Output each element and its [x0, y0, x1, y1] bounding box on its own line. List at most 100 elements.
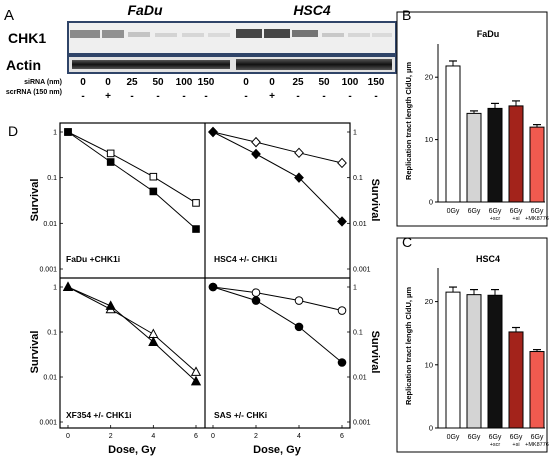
survival-plots: 1 0.1 0.01 0.001 FaDu +CHK1i 1 0.1 0.01 0.001 HSC…	[39, 126, 371, 440]
survival-series-line	[67, 131, 197, 230]
panel-label-c: C	[402, 234, 412, 250]
survival-point	[62, 281, 74, 291]
survival-point	[149, 172, 158, 181]
blot-sirna-label: siRNA (nm)	[24, 79, 62, 86]
survival-ytick-label: 0.001	[353, 267, 371, 274]
survival-ytick-label: 1	[353, 130, 357, 137]
bar-ytick-label: 10	[425, 135, 433, 144]
blot-sirna-value: 0	[243, 77, 249, 88]
blot-sirna-value: 25	[292, 77, 304, 88]
panel-label-b: B	[402, 7, 411, 23]
survival-panel-label: FaDu +CHK1i	[66, 254, 120, 264]
blot-chk1-strip	[67, 21, 397, 55]
blot-scrrna-value: -	[322, 91, 325, 102]
survival-point	[294, 296, 304, 305]
survival-ytick-label: 0.1	[353, 330, 363, 337]
panel-label-a: A	[4, 7, 14, 24]
survival-point	[148, 336, 159, 346]
survival-ytick-label: 0.01	[43, 375, 57, 382]
bar	[466, 294, 482, 429]
bar-category-sublabel: +si	[512, 216, 519, 222]
survival-point	[337, 358, 347, 367]
survival-point	[337, 157, 347, 169]
survival-ytick-label: 0.01	[353, 375, 367, 382]
bar-chart-title: HSC4	[476, 254, 500, 264]
blot-scrrna-value: -	[81, 91, 84, 102]
survival-ytick-label: 0.001	[39, 420, 57, 427]
bar-chart-title: FaDu	[477, 29, 500, 39]
bar-panel-frame	[396, 11, 548, 227]
survival-panel-label: SAS +/- CHKi	[214, 410, 267, 420]
survival-point	[106, 158, 115, 166]
blot-scrrna-value: -	[244, 91, 247, 102]
survival-point	[64, 128, 72, 136]
survival-point	[294, 172, 304, 183]
survival-point	[251, 148, 261, 160]
survival-ytick-label: 0.01	[353, 221, 367, 228]
survival-xlabel-left: Dose, Gy	[108, 444, 157, 456]
survival-point	[294, 322, 304, 332]
bar	[508, 331, 524, 429]
bar-category-label: 6Gy	[510, 208, 523, 215]
survival-ytick-label: 0.001	[39, 267, 57, 274]
bar-category-sublabel: +si	[512, 442, 519, 448]
bar	[529, 351, 545, 429]
bar-ytick-label: 0	[429, 198, 433, 207]
bar-category-sublabel: +MK8776	[525, 442, 549, 448]
blot-sirna-value: 150	[198, 77, 215, 88]
survival-series-line	[67, 286, 197, 373]
blot-sirna-value: 0	[269, 77, 275, 88]
survival-ylabel-top-right: Survival	[369, 179, 381, 222]
blot-sirna-value: 50	[152, 77, 164, 88]
survival-point	[190, 375, 202, 386]
survival-ylabel-bottom-left: Survival	[29, 331, 41, 374]
blot-cellline-fadu: FaDu	[128, 2, 163, 18]
blot-row-chk1: CHK1	[8, 30, 46, 46]
blot-scrrna-value: -	[156, 91, 159, 102]
survival-point	[192, 199, 200, 207]
survival-xtick-label: 2	[254, 433, 258, 440]
bar-chart-ylabel: Replication tract length CldU, µm	[404, 62, 413, 180]
survival-xtick-label: 2	[109, 433, 113, 440]
blot-scrrna-label: scrRNA (150 nm)	[6, 89, 62, 96]
survival-point	[208, 126, 218, 138]
survival-point	[106, 149, 115, 158]
bar-category-sublabel: +scr	[490, 216, 501, 222]
bar	[445, 65, 461, 203]
bar	[466, 112, 482, 203]
blot-scrrna-value: -	[296, 91, 299, 102]
survival-point	[337, 216, 347, 227]
blot-scrrna-value: -	[204, 91, 207, 102]
blot-sirna-value: 0	[80, 77, 86, 88]
bar-ytick-label: 20	[425, 73, 433, 82]
survival-panel-label: HSC4 +/- CHK1i	[214, 254, 277, 264]
bar-category-label: 0Gy	[447, 434, 460, 441]
survival-xtick-label: 0	[211, 433, 215, 440]
survival-series-line	[67, 131, 197, 204]
survival-series-line	[67, 286, 197, 382]
survival-ytick-label: 0.1	[353, 175, 363, 182]
survival-point	[251, 288, 261, 297]
bar	[508, 105, 524, 203]
blot-scrrna-value: -	[182, 91, 185, 102]
survival-point	[192, 225, 200, 233]
survival-series-line	[212, 131, 343, 222]
survival-ytick-label: 0.001	[353, 420, 371, 427]
blot-sirna-value: 150	[368, 77, 385, 88]
blot-lane-labels: 0-0+25-50-100-150-0-0+25-50-100-150-	[80, 77, 385, 102]
blot-cellline-hsc4: HSC4	[293, 2, 331, 18]
survival-xlabel-right: Dose, Gy	[253, 444, 302, 456]
blot-scrrna-value: +	[105, 91, 111, 102]
survival-xtick-label: 0	[66, 433, 70, 440]
blot-sirna-value: 0	[105, 77, 111, 88]
bar-chart-ylabel: Replication tract length CldU, µm	[404, 287, 413, 405]
blot-row-actin: Actin	[6, 57, 41, 73]
blot-scrrna-value: -	[130, 91, 133, 102]
blot-scrrna-value: +	[269, 91, 275, 102]
bar-category-label: 6Gy	[510, 434, 523, 441]
survival-ytick-label: 0.1	[47, 330, 57, 337]
bar	[445, 291, 461, 429]
bar-category-label: 6Gy	[489, 208, 502, 215]
survival-ytick-label: 1	[353, 285, 357, 292]
bar-category-label: 0Gy	[447, 208, 460, 215]
